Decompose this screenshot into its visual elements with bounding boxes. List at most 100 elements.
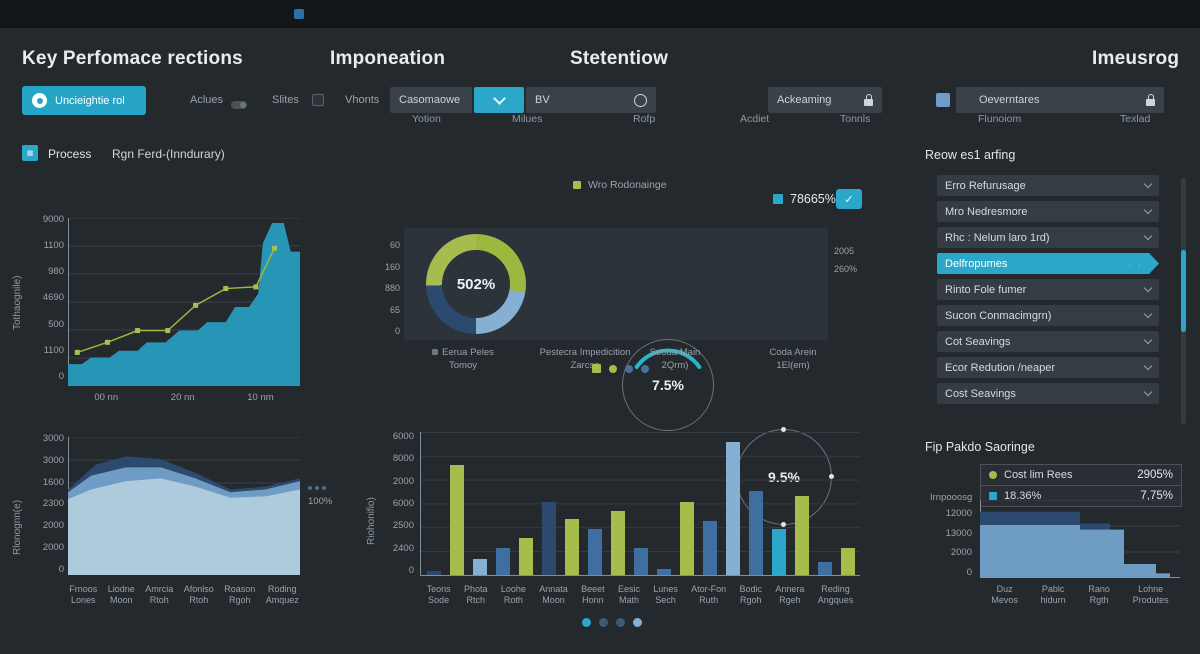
category-label: Teons Sode — [426, 584, 451, 606]
chart2-y-axis-label: Rlonognn(e) — [12, 499, 23, 555]
category-label: Bodic Rgoh — [739, 584, 763, 606]
bar[interactable] — [565, 519, 579, 575]
active-item-arrows[interactable]: ‹› — [1128, 260, 1147, 271]
page-dot[interactable] — [641, 364, 649, 373]
legend-value-2: 7,75% — [1140, 490, 1173, 502]
bar[interactable] — [795, 496, 809, 575]
dropdown-item-active[interactable]: Delfropumes — [937, 253, 1159, 274]
dropdown-item[interactable]: Rinto Fole fumer — [937, 279, 1159, 300]
dropdown-item[interactable]: Ecor Redution /neaper — [937, 357, 1159, 378]
category-label: Lohne Produtes — [1132, 584, 1169, 606]
dropdown-item[interactable]: Cost Seavings — [937, 383, 1159, 404]
chart3-categories: Teons Sode Phota Rtch Loohe Roth Annata Moon Bee… — [420, 584, 860, 607]
bar[interactable] — [611, 510, 625, 575]
category-label: Loohe Roth — [500, 584, 526, 606]
sublabel-texlad: Texlad — [1120, 113, 1151, 125]
sublabel-tonnls: Tonnls — [840, 113, 871, 125]
toggle-label-slites: Slites — [272, 94, 299, 106]
bar[interactable] — [634, 547, 648, 575]
bar[interactable] — [588, 529, 602, 575]
dropdown-list: Erro Refurusage Mro Nedresmore Rhc : Nelum… — [937, 175, 1159, 409]
axis-tick: 12000 — [945, 508, 972, 519]
axis-tick: 0 — [408, 564, 414, 576]
axis-tick: 500 — [48, 318, 64, 330]
category-label: Annera Rgeh — [775, 584, 805, 606]
page-dot[interactable] — [616, 618, 625, 627]
chevron-down-icon — [1143, 179, 1153, 189]
chart4-y-ticks: 12000 13000 2000 0 — [930, 508, 972, 578]
process-icon[interactable]: ▦ — [22, 145, 38, 161]
circle-icon — [634, 93, 647, 107]
bar[interactable] — [519, 537, 533, 575]
topbar-indicator-icon — [294, 9, 304, 19]
axis-tick: 1100 — [43, 240, 64, 252]
chart2-y-ticks: 3000 3000 1600 2300 2000 2000 0 — [30, 433, 64, 575]
legend-value-1: 2905% — [1137, 469, 1173, 481]
ackeaming-field[interactable]: Ackeaming — [768, 87, 882, 113]
oeverntare-field[interactable]: Oeverntares — [956, 87, 1164, 113]
category-label: Beeet Honn — [581, 584, 605, 606]
bar[interactable] — [496, 547, 510, 575]
confirm-button[interactable]: ✓ — [836, 189, 862, 209]
process-trend-chart — [68, 217, 300, 391]
category-label: Roason Rgoh — [224, 584, 256, 606]
page-dot[interactable] — [592, 364, 601, 373]
bar[interactable] — [772, 529, 786, 575]
page-dot[interactable] — [582, 618, 591, 627]
bar[interactable] — [726, 442, 740, 575]
sublabel-yotion: Yotion — [412, 113, 441, 125]
page-dot[interactable] — [625, 364, 633, 373]
scrollbar-thumb[interactable] — [1181, 250, 1186, 332]
axis-tick: 0 — [394, 326, 400, 336]
slites-checkbox[interactable] — [312, 94, 324, 106]
bar[interactable] — [818, 562, 832, 575]
bar[interactable] — [703, 520, 717, 575]
axis-tick: 4690 — [42, 292, 64, 304]
casomaowe-dropdown[interactable]: Casomaowe — [390, 87, 472, 113]
dropdown-expand-button[interactable] — [474, 87, 524, 113]
bar[interactable] — [749, 490, 763, 575]
dropdown-item[interactable]: Erro Refurusage — [937, 175, 1159, 196]
gauge-page-dots[interactable] — [592, 364, 649, 373]
page-dot[interactable] — [633, 618, 642, 627]
axis-tick: 6000 — [392, 497, 414, 509]
axis-tick: 1600 — [42, 476, 64, 488]
axis-tick: 65 — [389, 304, 400, 315]
dropdown-item[interactable]: Sucon Conmacimgrn) — [937, 305, 1159, 326]
legend-row-1: Cost lim Rees 2905% — [981, 465, 1181, 485]
page-dot[interactable] — [599, 618, 608, 627]
section-title-stetentiow: Stetentiow — [570, 48, 669, 69]
dropdown-item[interactable]: Mro Nedresmore — [937, 201, 1159, 222]
casomaowe-label: Casomaowe — [399, 94, 461, 106]
gauge-right-label-2: 260% — [834, 264, 858, 274]
savings-step-chart — [980, 499, 1180, 583]
bar[interactable] — [542, 502, 556, 575]
right-panel-title: Reow es1 arfing — [925, 148, 1016, 162]
gauge-caption-2: Pestecra Impedicition Zarcse — [539, 347, 631, 372]
gauge-axis-ticks: 60 160 880 65 0 — [378, 240, 400, 336]
bar[interactable] — [427, 570, 441, 575]
aclues-toggle[interactable] — [231, 101, 247, 109]
bar[interactable] — [680, 502, 694, 575]
bv-field[interactable]: BV — [526, 87, 656, 113]
dropdown-item[interactable]: Cot Seavings — [937, 331, 1159, 352]
bar[interactable] — [841, 547, 855, 575]
chart3-page-dots[interactable] — [582, 618, 642, 627]
axis-tick: 0 — [58, 370, 64, 382]
dropdown-item[interactable]: Rhc : Nelum laro 1rd) — [937, 227, 1159, 248]
donut-chart: 502% — [426, 234, 526, 334]
right-panel-scrollbar[interactable] — [1181, 178, 1186, 424]
teal-square-icon — [989, 492, 997, 500]
donut-value: 502% — [442, 250, 510, 318]
chart1-y-axis-label: Tothaognile) — [12, 275, 23, 330]
bar[interactable] — [473, 559, 487, 575]
color-swatch[interactable] — [936, 93, 950, 107]
primary-filter-button[interactable]: Uncieightie rol — [22, 86, 146, 115]
bar[interactable] — [657, 569, 671, 575]
page-dot[interactable] — [609, 364, 617, 373]
category-label: Eesic Math — [617, 584, 640, 606]
bar[interactable] — [450, 464, 464, 575]
category-label: Annata Moon — [539, 584, 568, 606]
legend-swatch-green — [573, 181, 581, 189]
